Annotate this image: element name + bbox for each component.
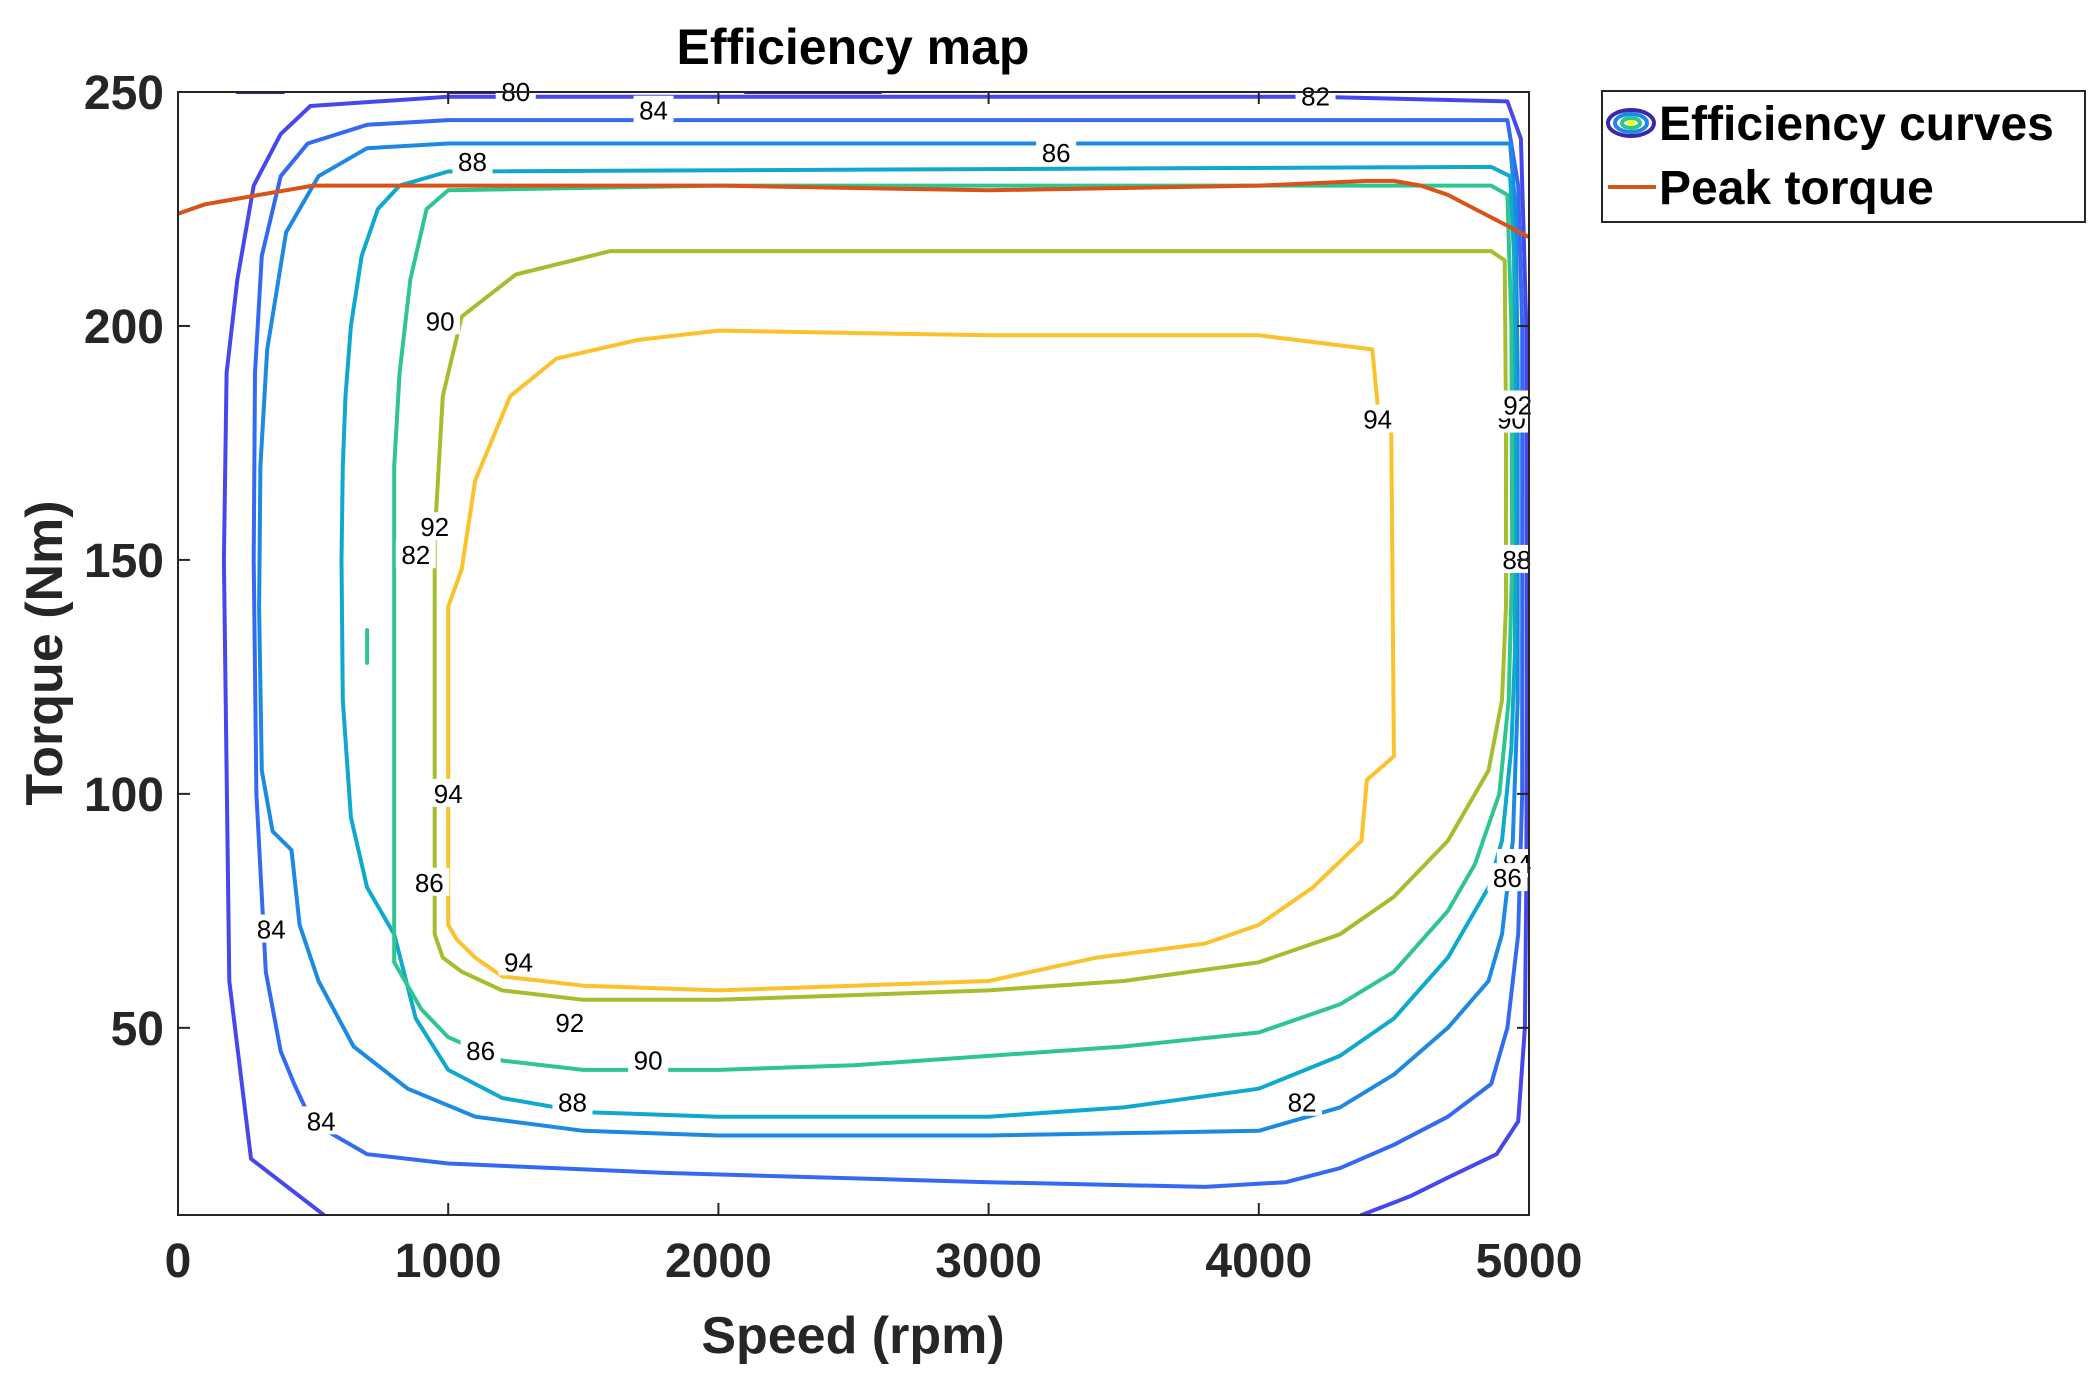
contour-label: 92 — [555, 1008, 584, 1038]
contour-label-background — [1497, 390, 1538, 419]
contour-line-90 — [392, 183, 1515, 1072]
contour-label: 84 — [639, 96, 668, 126]
contour-label-background — [549, 1008, 590, 1037]
x-tick-label: 2000 — [665, 1235, 772, 1288]
contour-label: 94 — [434, 779, 463, 809]
x-tick-label: 3000 — [935, 1235, 1042, 1288]
contour-label-background — [1295, 81, 1336, 110]
x-tick-label: 1000 — [395, 1235, 502, 1288]
contour-label-background — [1357, 404, 1398, 433]
contour-label: 92 — [420, 512, 449, 542]
contour-label: 88 — [558, 1088, 587, 1118]
y-tick-label: 50 — [111, 1003, 164, 1056]
contour-label: 90 — [634, 1046, 663, 1076]
y-axis-ticks: 50 100 150 200 250 — [84, 67, 1529, 1056]
contour-label: 84 — [307, 1106, 336, 1136]
x-tick-label: 0 — [165, 1235, 192, 1288]
contour-label: 82 — [1288, 1088, 1317, 1118]
contour-label-background — [409, 867, 450, 896]
contour-label: 84 — [257, 915, 286, 945]
contour-label: 82 — [1301, 82, 1330, 112]
contour-line-94 — [446, 328, 1396, 993]
contour-label-background — [460, 1036, 501, 1065]
contour-label: 88 — [458, 147, 487, 177]
contour-label: 86 — [1493, 863, 1522, 893]
plot-frame — [177, 91, 1530, 1216]
contour-label-background — [1487, 863, 1528, 892]
legend-entry-efficiency-curves: Efficiency curves — [1606, 98, 2054, 151]
x-tick-label: 5000 — [1476, 1235, 1583, 1288]
plot-area — [178, 92, 1529, 1215]
contour-label: 82 — [401, 540, 430, 570]
legend-label: Peak torque — [1659, 162, 1934, 215]
contour-line-88 — [339, 164, 1517, 1119]
contour-label: 94 — [504, 947, 533, 977]
contour-label-background — [633, 95, 674, 124]
legend-entry-peak-torque: Peak torque — [1608, 162, 1934, 215]
contour-line-92 — [432, 249, 1508, 1002]
x-axis-title: Speed (rpm) — [701, 1307, 1004, 1365]
contour-label-background — [552, 1087, 593, 1116]
legend-label: Efficiency curves — [1659, 98, 2054, 151]
legend: Efficiency curves Peak torque — [1601, 90, 2086, 223]
contour-label-background — [414, 512, 455, 541]
chart-title: Efficiency map — [677, 19, 1030, 75]
y-tick-label: 150 — [84, 535, 164, 588]
y-axis-title: Torque (Nm) — [16, 500, 74, 805]
y-tick-label: 200 — [84, 301, 164, 354]
contour-label-background — [251, 914, 292, 943]
x-axis-ticks: 0 1000 2000 3000 4000 5000 — [165, 92, 1583, 1288]
legend-box — [1601, 90, 2086, 223]
contour-label: 86 — [466, 1036, 495, 1066]
peak-torque-line — [178, 178, 1529, 239]
contour-label: 90 — [426, 306, 455, 336]
contour-label-background — [498, 947, 539, 976]
contour-label-background — [628, 1045, 669, 1074]
contour-label-background — [1282, 1087, 1323, 1116]
contour-label-background — [1496, 544, 1537, 573]
contour-label-background — [420, 306, 461, 335]
contour-label-background — [1036, 137, 1077, 166]
contour-swatch-icon — [1606, 108, 1656, 138]
contour-label-background — [452, 147, 493, 176]
peak-torque-layer — [178, 178, 1529, 239]
contour-label: 92 — [1503, 391, 1532, 421]
y-tick-label: 100 — [84, 769, 164, 822]
contour-line-82 — [221, 94, 1529, 1215]
contour-label: 94 — [1363, 405, 1392, 435]
contour-label-background — [395, 540, 436, 569]
contour-label-background — [301, 1106, 342, 1135]
contour-label: 86 — [415, 868, 444, 898]
contour-label: 86 — [1042, 138, 1071, 168]
y-tick-label: 250 — [84, 67, 164, 120]
contour-label-background — [428, 778, 469, 807]
x-tick-label: 4000 — [1205, 1235, 1312, 1288]
